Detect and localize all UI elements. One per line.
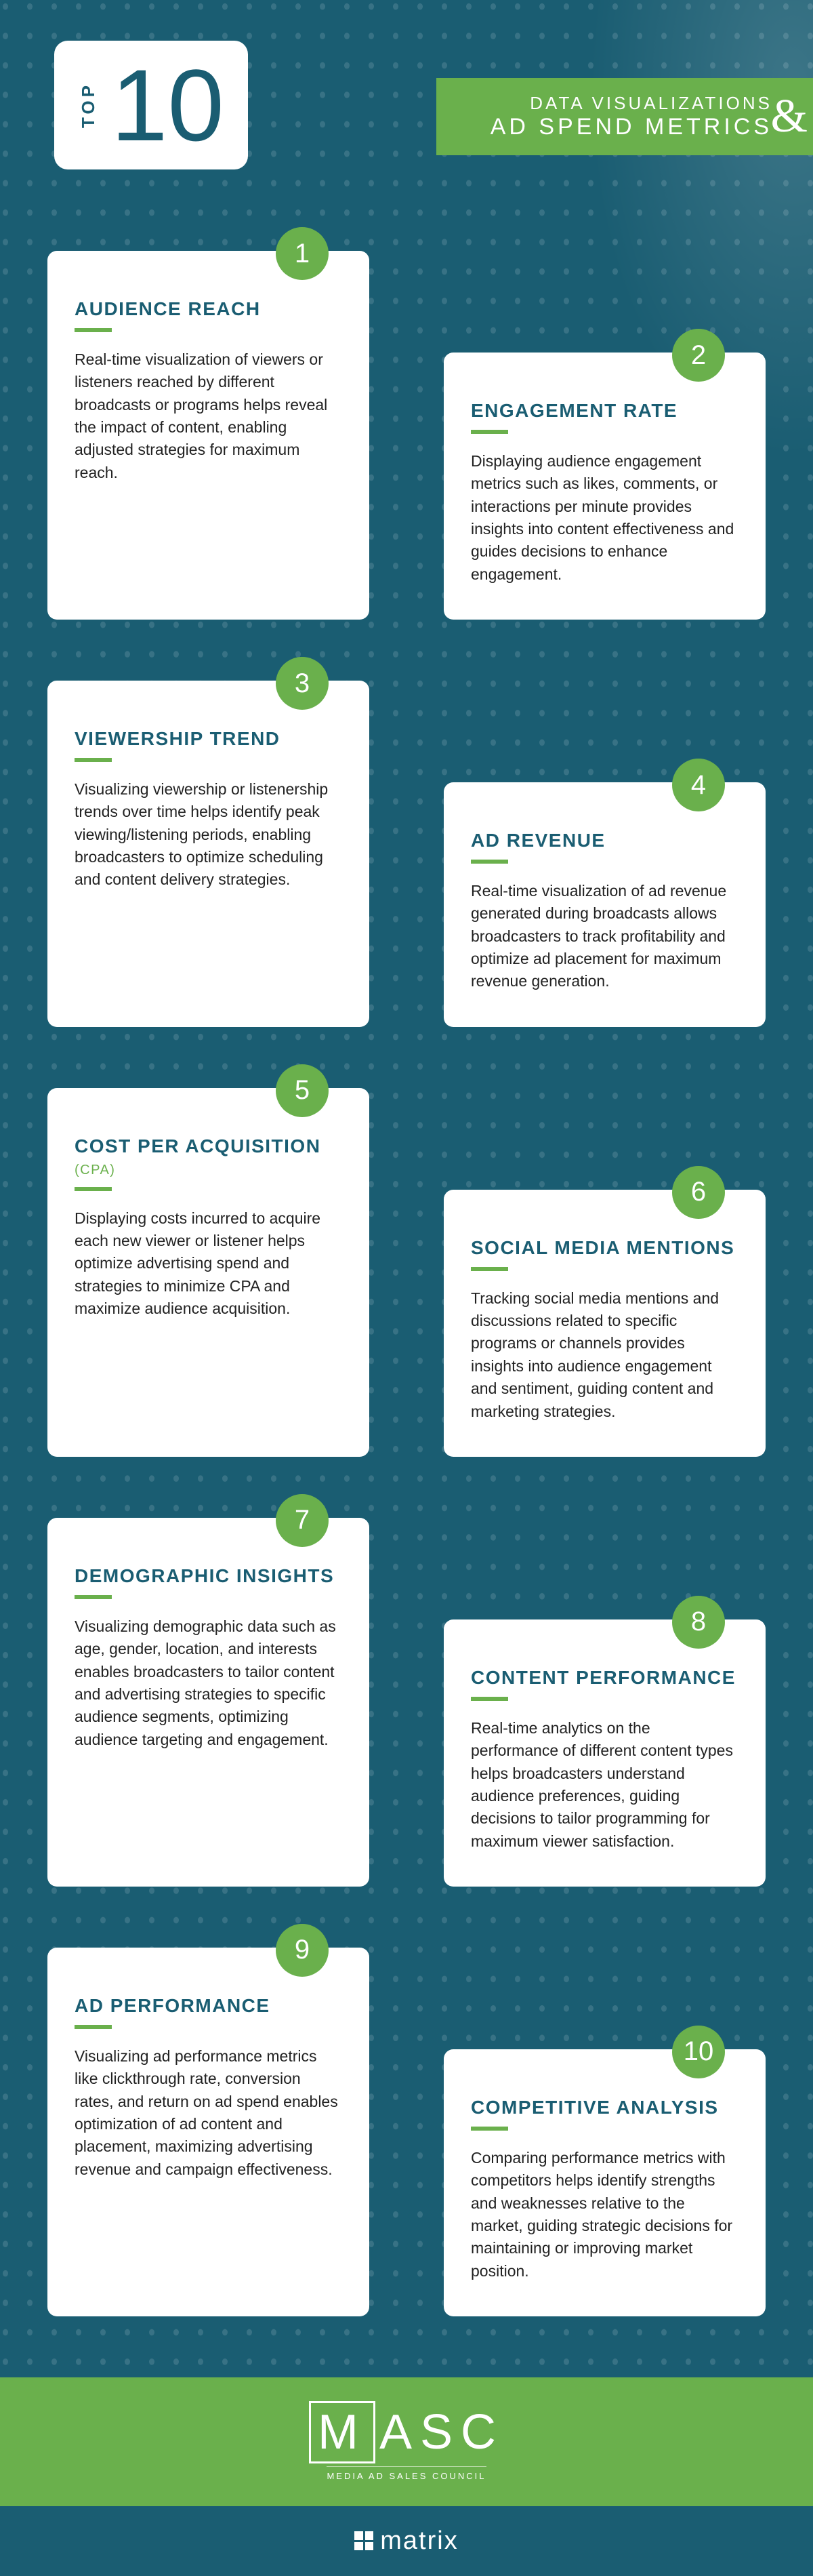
- card-body: Real-time visualization of ad revenue ge…: [471, 880, 738, 993]
- card-row: 7 DEMOGRAPHIC INSIGHTS Visualizing demog…: [47, 1518, 766, 1887]
- masc-subtitle: MEDIA AD SALES COUNCIL: [327, 2466, 486, 2481]
- infographic-page: TOP 10 DATA VISUALIZATIONS AD SPEND METR…: [0, 0, 813, 2576]
- masc-logo: MASC: [309, 2401, 504, 2463]
- number-badge: 10: [672, 2026, 725, 2078]
- masc-m-box: M: [309, 2401, 375, 2463]
- title-underline: [471, 860, 508, 864]
- number-badge: 9: [276, 1924, 329, 1977]
- card-demographic-insights: 7 DEMOGRAPHIC INSIGHTS Visualizing demog…: [47, 1518, 369, 1887]
- card-row: 1 AUDIENCE REACH Real-time visualization…: [47, 251, 766, 620]
- card-title: COMPETITIVE ANALYSIS: [471, 2097, 738, 2118]
- card-title: AD PERFORMANCE: [75, 1995, 342, 2017]
- card-title: VIEWERSHIP TREND: [75, 728, 342, 750]
- card-row: 9 AD PERFORMANCE Visualizing ad performa…: [47, 1948, 766, 2316]
- card-body: Real-time analytics on the performance o…: [471, 1717, 738, 1853]
- card-competitive-analysis: 10 COMPETITIVE ANALYSIS Comparing perfor…: [444, 2049, 766, 2316]
- title-underline: [471, 430, 508, 434]
- number-badge: 5: [276, 1064, 329, 1117]
- footer-matrix: matrix: [0, 2506, 813, 2576]
- title-underline: [75, 2025, 112, 2029]
- matrix-label: matrix: [380, 2527, 458, 2556]
- number-badge: 7: [276, 1494, 329, 1547]
- top-10-badge: TOP 10: [54, 41, 248, 169]
- ten-number: 10: [111, 54, 224, 156]
- card-ad-performance: 9 AD PERFORMANCE Visualizing ad performa…: [47, 1948, 369, 2316]
- card-body: Visualizing viewership or listenership t…: [75, 778, 342, 891]
- card-body: Visualizing demographic data such as age…: [75, 1615, 342, 1751]
- title-underline: [471, 1697, 508, 1701]
- card-title: DEMOGRAPHIC INSIGHTS: [75, 1565, 342, 1587]
- number-badge: 8: [672, 1596, 725, 1649]
- banner-line-2: AD SPEND METRICS: [491, 114, 772, 140]
- card-title: SOCIAL MEDIA MENTIONS: [471, 1237, 738, 1259]
- card-audience-reach: 1 AUDIENCE REACH Real-time visualization…: [47, 251, 369, 620]
- number-badge: 4: [672, 759, 725, 811]
- card-body: Comparing performance metrics with compe…: [471, 2147, 738, 2282]
- ampersand-icon: &: [771, 89, 808, 144]
- top-label: TOP: [78, 82, 99, 128]
- matrix-logo: matrix: [354, 2527, 458, 2556]
- card-body: Real-time visualization of viewers or li…: [75, 348, 342, 484]
- card-title: ENGAGEMENT RATE: [471, 400, 738, 422]
- card-social-media-mentions: 6 SOCIAL MEDIA MENTIONS Tracking social …: [444, 1190, 766, 1457]
- title-underline: [75, 758, 112, 762]
- card-body: Displaying costs incurred to acquire eac…: [75, 1207, 342, 1321]
- header-banner: DATA VISUALIZATIONS AD SPEND METRICS &: [436, 78, 813, 155]
- title-underline: [471, 1267, 508, 1271]
- card-body: Visualizing ad performance metrics like …: [75, 2045, 342, 2181]
- card-cost-per-acquisition: 5 COST PER ACQUISITION (CPA) Displaying …: [47, 1088, 369, 1457]
- card-title: AUDIENCE REACH: [75, 298, 342, 320]
- number-badge: 3: [276, 657, 329, 710]
- matrix-grid-icon: [354, 2531, 373, 2550]
- header: TOP 10 DATA VISUALIZATIONS AD SPEND METR…: [0, 0, 813, 197]
- card-title: CONTENT PERFORMANCE: [471, 1667, 738, 1689]
- title-underline: [75, 328, 112, 332]
- card-title: AD REVENUE: [471, 830, 738, 851]
- number-badge: 2: [672, 329, 725, 382]
- title-underline: [471, 2127, 508, 2131]
- number-badge: 6: [672, 1166, 725, 1219]
- title-underline: [75, 1187, 112, 1191]
- banner-line-1: DATA VISUALIZATIONS: [491, 93, 772, 114]
- title-underline: [75, 1595, 112, 1599]
- card-row: 5 COST PER ACQUISITION (CPA) Displaying …: [47, 1088, 766, 1457]
- card-body: Tracking social media mentions and discu…: [471, 1287, 738, 1423]
- card-ad-revenue: 4 AD REVENUE Real-time visualization of …: [444, 782, 766, 1027]
- card-engagement-rate: 2 ENGAGEMENT RATE Displaying audience en…: [444, 353, 766, 620]
- number-badge: 1: [276, 227, 329, 280]
- footer-masc: MASC MEDIA AD SALES COUNCIL: [0, 2377, 813, 2506]
- card-row: 3 VIEWERSHIP TREND Visualizing viewershi…: [47, 681, 766, 1027]
- card-title: COST PER ACQUISITION (CPA): [75, 1135, 342, 1179]
- card-body: Displaying audience engagement metrics s…: [471, 450, 738, 586]
- card-viewership-trend: 3 VIEWERSHIP TREND Visualizing viewershi…: [47, 681, 369, 1027]
- card-content-performance: 8 CONTENT PERFORMANCE Real-time analytic…: [444, 1619, 766, 1887]
- cards-container: 1 AUDIENCE REACH Real-time visualization…: [0, 251, 813, 2316]
